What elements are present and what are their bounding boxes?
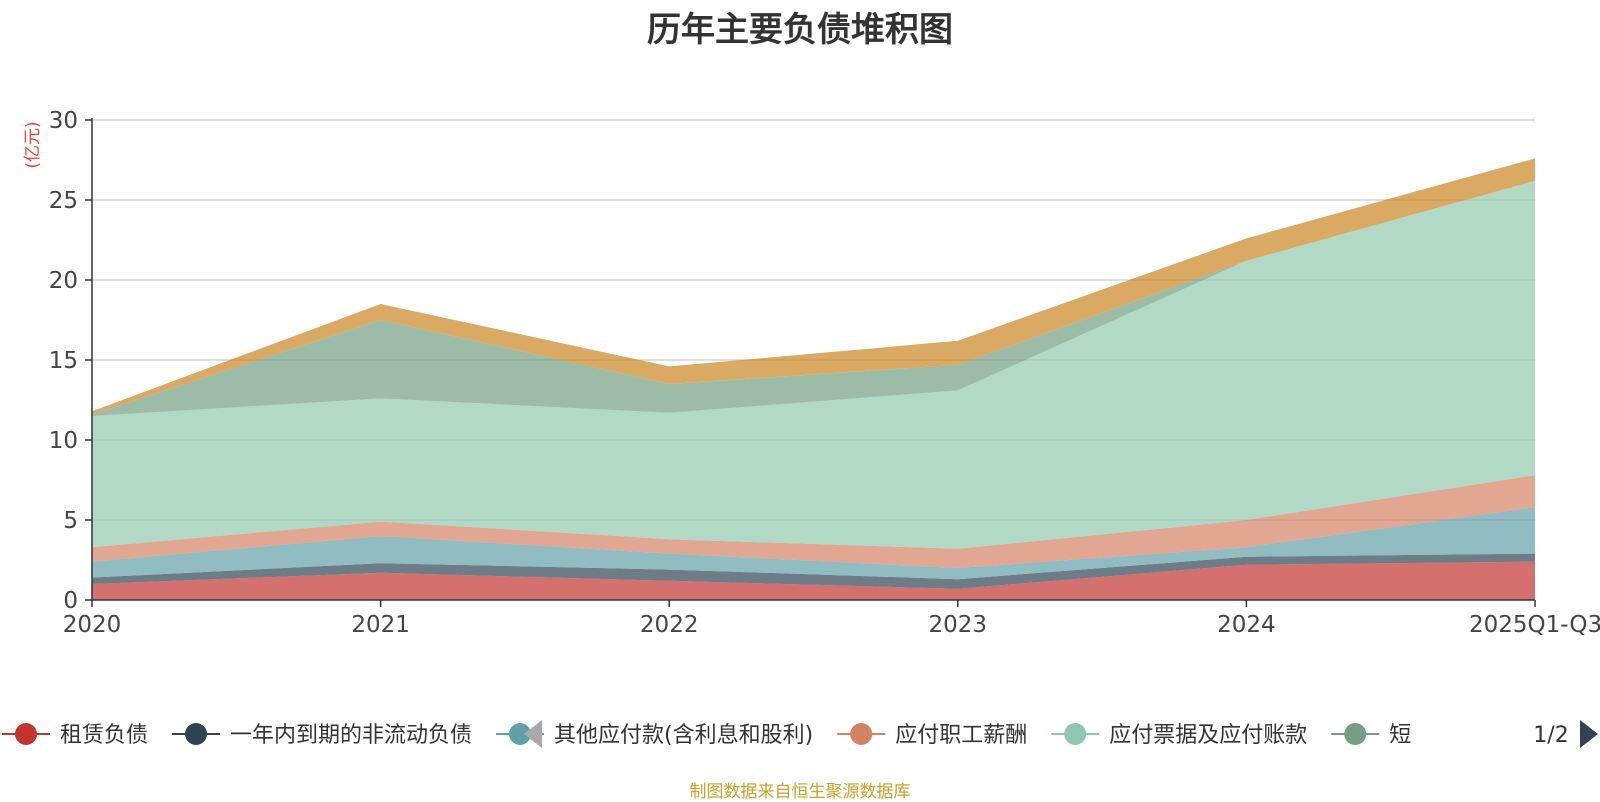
area-series-2: [92, 507, 1535, 580]
area-layer: [92, 158, 1535, 600]
legend-marker: [850, 723, 873, 745]
y-tick-label: 5: [63, 508, 78, 534]
x-tick-label: 2023: [929, 612, 988, 638]
legend-item[interactable]: 应付票据及应付账款: [1051, 723, 1307, 748]
y-tick-label: 20: [49, 268, 78, 294]
y-axis-label: (亿元): [23, 121, 43, 168]
legend-item[interactable]: 租赁负债: [2, 723, 148, 748]
axes: 0 5 10 15 20 25 30 2020 2021 2022 2023 2024 2025Q1-Q…: [23, 108, 1600, 638]
legend-item[interactable]: 一年内到期的非流动负债: [172, 723, 472, 748]
legend-marker: [15, 723, 37, 745]
legend-label: 短: [1389, 723, 1411, 748]
legend-marker: [509, 723, 532, 745]
legend-label: 应付票据及应付账款: [1109, 723, 1307, 748]
area-series-3: [92, 475, 1535, 568]
legend-marker: [1064, 723, 1087, 745]
x-tick-label: 2024: [1217, 612, 1276, 638]
legend: 租赁负债 一年内到期的非流动负债 其他应付款(含利息和股利) 应付职工薪酬 应付票据及应…: [2, 720, 1598, 748]
legend-marker: [1344, 723, 1367, 745]
legend-marker: [185, 723, 208, 745]
legend-next-page-icon[interactable]: [1580, 720, 1598, 748]
legend-page-indicator: 1/2: [1533, 723, 1568, 748]
area-series-5: [92, 180, 1535, 416]
chart-title: 历年主要负债堆积图: [647, 10, 953, 50]
legend-label: 应付职工薪酬: [895, 723, 1027, 748]
x-tick-label: 2025Q1-Q3: [1469, 612, 1600, 638]
data-source-note: 制图数据来自恒生聚源数据库: [689, 782, 911, 802]
legend-label: 其他应付款(含利息和股利): [554, 723, 813, 748]
area-series-1: [92, 553, 1535, 589]
y-tick-label: 30: [49, 108, 78, 134]
legend-items: 租赁负债 一年内到期的非流动负债 其他应付款(含利息和股利) 应付职工薪酬 应付票据及应…: [2, 723, 1411, 748]
legend-item[interactable]: 应付职工薪酬: [837, 723, 1027, 748]
area-series-6: [92, 158, 1535, 415]
area-series-4: [92, 180, 1535, 549]
y-tick-label: 10: [49, 428, 78, 454]
x-tick-label: 2020: [63, 612, 122, 638]
y-tick-label: 15: [49, 348, 78, 374]
x-tick-label: 2022: [640, 612, 699, 638]
x-tick-label: 2021: [351, 612, 410, 638]
y-tick-label: 0: [63, 588, 78, 614]
legend-item[interactable]: 短: [1331, 723, 1411, 748]
area-series-0: [92, 561, 1535, 600]
legend-label: 租赁负债: [60, 723, 148, 748]
legend-item[interactable]: 其他应付款(含利息和股利): [496, 723, 813, 748]
legend-prev-page-icon[interactable]: [524, 720, 542, 748]
legend-label: 一年内到期的非流动负债: [230, 723, 472, 748]
y-tick-label: 25: [49, 188, 78, 214]
